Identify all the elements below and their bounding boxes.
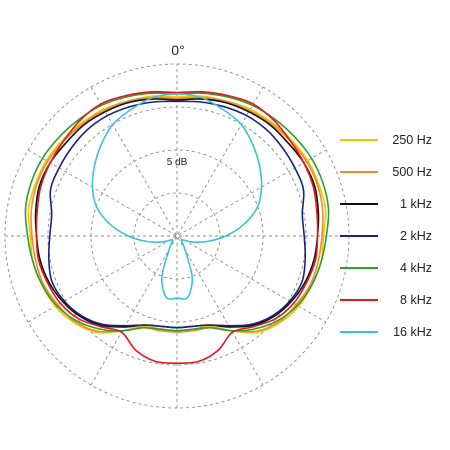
grid-ring <box>4 63 350 409</box>
series-line-4-khz <box>24 92 330 332</box>
series-line-500-hz <box>30 96 324 333</box>
legend-label: 16 kHz <box>393 325 432 339</box>
grid-ring <box>133 192 221 280</box>
legend-label: 500 Hz <box>392 165 432 179</box>
series-layer <box>24 90 330 365</box>
grid-ring <box>90 149 264 323</box>
legend-label: 250 Hz <box>392 133 432 147</box>
legend-label: 1 kHz <box>400 197 432 211</box>
series-line-16-khz <box>91 93 263 300</box>
legend-label: 8 kHz <box>400 293 432 307</box>
series-line-2-khz <box>47 100 307 329</box>
legend: 250 Hz 500 Hz 1 kHz 2 kHz 4 kHz 8 kHz 16 kHz <box>340 133 432 339</box>
series-line-8-khz <box>35 90 319 365</box>
ring-db-label: 5 dB <box>167 157 188 168</box>
angle-label-0: 0° <box>171 42 184 58</box>
grid-ring <box>47 106 307 366</box>
legend-label: 2 kHz <box>400 229 432 243</box>
legend-label: 4 kHz <box>400 261 432 275</box>
polar-grid <box>4 63 350 409</box>
